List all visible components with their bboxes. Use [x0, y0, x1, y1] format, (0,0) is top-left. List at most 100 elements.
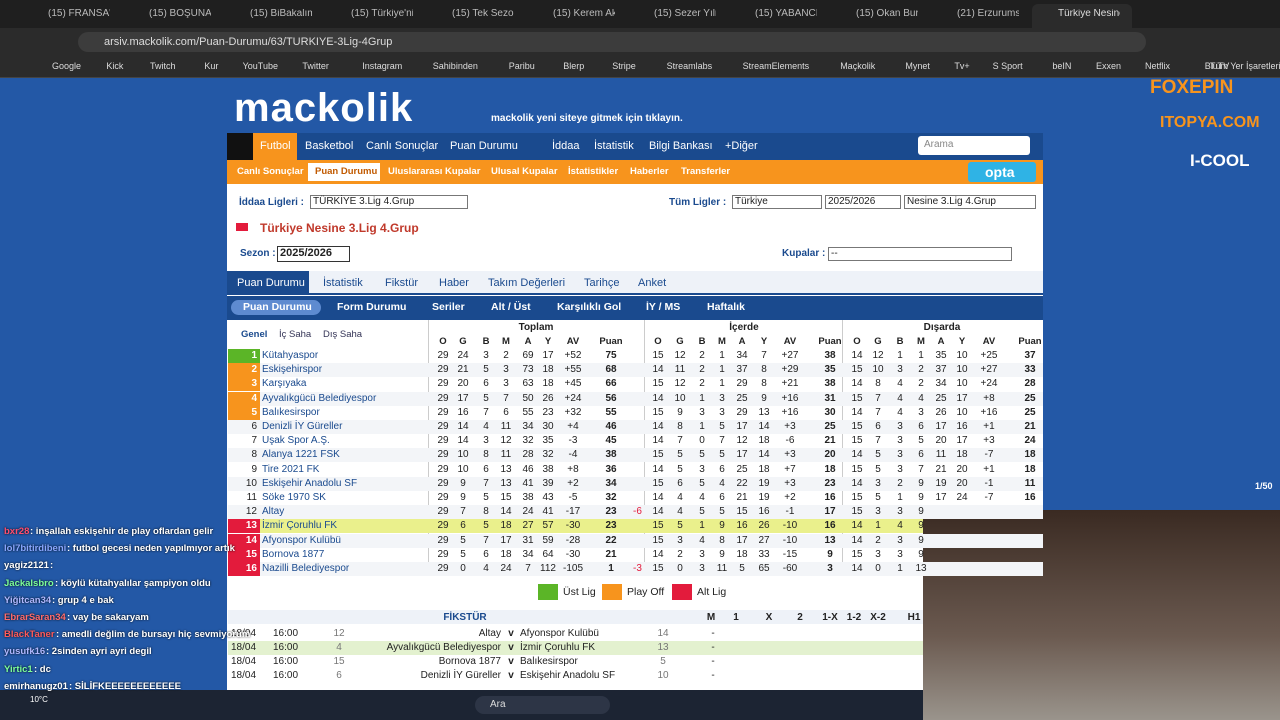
away-team[interactable]: Afyonspor Kulübü: [520, 628, 599, 639]
nav-item[interactable]: İstatistik: [594, 140, 634, 152]
home-team[interactable]: Bornova 1877: [438, 656, 501, 667]
logo[interactable]: mackolik: [234, 86, 414, 130]
bookmark[interactable]: YouTube: [242, 61, 278, 71]
subnav-item[interactable]: Haberler: [630, 166, 669, 177]
search-input[interactable]: Arama: [924, 139, 954, 150]
tab[interactable]: (15) Kerem Akt: [553, 9, 615, 19]
subnav-item[interactable]: Uluslararası Kupalar: [388, 166, 481, 177]
bookmark[interactable]: Streamlabs: [666, 61, 713, 71]
nav-item[interactable]: Canlı Sonuçlar: [366, 140, 439, 152]
team-name[interactable]: Ayvalıkgücü Belediyespor: [262, 392, 377, 404]
subtab[interactable]: Alt / Üst: [491, 301, 531, 313]
cups-select[interactable]: --: [831, 248, 838, 259]
bookmark[interactable]: Twitch: [150, 61, 176, 71]
league-select[interactable]: Nesine 3.Lig 4.Grup: [907, 196, 996, 207]
team-name[interactable]: Bornova 1877: [262, 548, 325, 560]
tab[interactable]: Puan Durumu: [237, 277, 305, 289]
team-name[interactable]: Kütahyaspor: [262, 350, 319, 361]
nav-item[interactable]: +Diğer: [725, 140, 758, 152]
taskbar-search-text[interactable]: Ara: [490, 699, 506, 710]
filter-link[interactable]: Genel: [241, 329, 268, 340]
tab[interactable]: (15) Okan Buru: [856, 9, 918, 19]
season-select[interactable]: 2025/2026: [280, 247, 332, 259]
league-select[interactable]: Türkiye: [735, 196, 768, 207]
subtab[interactable]: Haftalık: [707, 301, 745, 313]
bookmark[interactable]: Netflix: [1145, 61, 1171, 71]
team-name[interactable]: Eskişehirspor: [262, 364, 323, 376]
bookmark[interactable]: BluTV: [1204, 61, 1230, 71]
bookmark[interactable]: S Sport: [992, 61, 1023, 71]
nav-item[interactable]: Basketbol: [305, 140, 354, 152]
subnav-item[interactable]: Ulusal Kupalar: [491, 166, 558, 177]
home-team[interactable]: Ayvalıkgücü Belediyespor: [386, 642, 501, 653]
bookmark[interactable]: Mynet: [905, 61, 930, 71]
bookmark[interactable]: Kick: [106, 61, 124, 71]
tab[interactable]: (15) YABANCI: [755, 9, 817, 19]
tab[interactable]: İstatistik: [323, 277, 363, 289]
subtab[interactable]: Seriler: [432, 301, 465, 313]
subnav-item[interactable]: Canlı Sonuçlar: [237, 166, 304, 177]
notice[interactable]: mackolik yeni siteye gitmek için tıklayı…: [491, 113, 683, 124]
team-name[interactable]: Karşıyaka: [262, 378, 307, 390]
away-team[interactable]: İzmir Çoruhlu FK: [520, 642, 596, 653]
nav-item[interactable]: Bilgi Bankası: [649, 140, 713, 152]
filter-link[interactable]: İç Saha: [279, 329, 312, 340]
bookmark[interactable]: Maçkolik: [840, 61, 876, 71]
subtab[interactable]: Karşılıklı Gol: [557, 301, 622, 313]
away-team[interactable]: Balıkesirspor: [520, 656, 578, 667]
team-name[interactable]: Eskişehir Anadolu SF: [262, 477, 358, 489]
bookmark[interactable]: Blerp: [563, 61, 585, 71]
team-name[interactable]: Altay: [262, 506, 285, 518]
bookmark[interactable]: Sahibinden: [432, 61, 478, 71]
team-name[interactable]: Uşak Spor A.Ş.: [262, 435, 330, 447]
tab[interactable]: Fikstür: [385, 277, 418, 289]
team-name[interactable]: Nazilli Belediyespor: [262, 563, 350, 574]
iddaa-select[interactable]: TÜRKİYE 3.Lig 4.Grup: [313, 196, 415, 207]
tab[interactable]: Takım Değerleri: [488, 277, 566, 289]
bookmark[interactable]: Twitter: [302, 61, 329, 71]
subnav-item[interactable]: Transferler: [681, 166, 731, 177]
tab[interactable]: Haber: [439, 277, 469, 289]
bookmark[interactable]: Instagram: [362, 61, 403, 71]
bookmark[interactable]: Paribu: [508, 61, 535, 71]
tab[interactable]: Tarihçe: [584, 277, 620, 289]
url[interactable]: arsiv.mackolik.com/Puan-Durumu/63/TURKIY…: [104, 36, 393, 48]
team-name[interactable]: Alanya 1221 FSK: [262, 449, 340, 461]
bookmark[interactable]: Kur: [204, 61, 219, 71]
team-name[interactable]: Tire 2021 FK: [262, 463, 320, 475]
nav-item[interactable]: Puan Durumu: [450, 140, 518, 152]
bookmark[interactable]: Google: [52, 61, 82, 71]
subtab[interactable]: Puan Durumu: [243, 301, 312, 313]
home-team[interactable]: Altay: [478, 628, 501, 639]
bookmark[interactable]: Stripe: [612, 61, 636, 71]
bookmark[interactable]: Tv+: [954, 61, 970, 71]
away-team[interactable]: Eskişehir Anadolu SF: [520, 670, 616, 681]
tab[interactable]: (15) BiBakalım: [250, 9, 312, 19]
subnav-item[interactable]: Puan Durumu: [315, 166, 378, 177]
bookmark[interactable]: beIN: [1052, 61, 1072, 71]
subtab[interactable]: Form Durumu: [337, 301, 407, 313]
team-name[interactable]: İzmir Çoruhlu FK: [262, 520, 338, 532]
tab[interactable]: (15) Sezer Yılm: [654, 9, 716, 19]
tab[interactable]: (21) Erzurumsp: [957, 9, 1019, 19]
subtab[interactable]: İY / MS: [646, 301, 681, 313]
nav-item[interactable]: İddaa: [552, 140, 580, 152]
league-select[interactable]: 2025/2026: [828, 196, 876, 207]
bookmark[interactable]: Exxen: [1096, 61, 1122, 71]
tab[interactable]: Anket: [638, 277, 667, 289]
subnav-item[interactable]: İstatistikler: [568, 166, 619, 177]
bookmark[interactable]: StreamElements: [742, 61, 810, 71]
team-name[interactable]: Denizli İY Güreller: [262, 421, 343, 432]
team-name[interactable]: Afyonspor Kulübü: [262, 534, 341, 546]
tab[interactable]: (15) FRANSA'D: [48, 9, 110, 19]
team-name[interactable]: Balıkesirspor: [262, 406, 320, 418]
tab[interactable]: (15) BOŞUNA: [149, 9, 211, 19]
tab[interactable]: (15) Türkiye'ni: [351, 9, 413, 19]
filter-link[interactable]: Dış Saha: [323, 329, 363, 340]
tab[interactable]: Türkiye Nesine: [1058, 9, 1120, 19]
tab[interactable]: (15) Tek Sezon: [452, 9, 514, 19]
bookmark-folder[interactable]: Tüm Yer İşaretleri: [1210, 61, 1280, 71]
team-name[interactable]: Söke 1970 SK: [262, 492, 326, 503]
nav-item[interactable]: Futbol: [260, 140, 291, 152]
home-team[interactable]: Denizli İY Güreller: [420, 670, 501, 681]
